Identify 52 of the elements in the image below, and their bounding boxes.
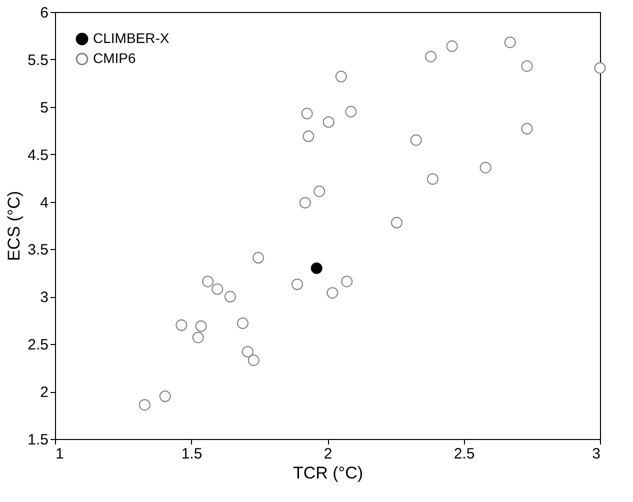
point [310, 262, 322, 274]
point [345, 106, 357, 118]
x-tick-label: 2 [324, 446, 332, 462]
x-tick-label: 1 [56, 446, 64, 462]
point [594, 62, 606, 74]
point [299, 196, 311, 208]
point [322, 116, 334, 128]
x-tick-label: 1.5 [181, 446, 202, 462]
point [314, 186, 326, 198]
y-tick-label: 5.5 [28, 52, 48, 69]
point [335, 70, 347, 82]
x-tick-label: 2.5 [454, 446, 475, 462]
point [425, 50, 437, 62]
point [521, 60, 533, 72]
point [326, 287, 338, 299]
point [242, 346, 254, 358]
y-tick-label: 1.5 [28, 432, 48, 448]
point [521, 122, 533, 134]
point [302, 130, 314, 142]
y-tick-label: 2 [40, 384, 48, 402]
point [480, 162, 492, 174]
y-tick-label: 2.5 [28, 336, 48, 354]
point [301, 108, 313, 120]
point [138, 399, 150, 411]
point [176, 319, 188, 331]
point [192, 332, 204, 344]
y-tick-label: 5 [40, 99, 48, 116]
point [410, 134, 422, 146]
point [224, 290, 236, 302]
point [248, 354, 260, 366]
y-tick-label: 4 [40, 194, 48, 212]
point [292, 278, 303, 290]
point [195, 320, 207, 332]
y-tick-label: 4.5 [28, 146, 48, 164]
x-axis-title: TCR (°C) [292, 464, 364, 482]
point [237, 318, 248, 329]
point [159, 390, 171, 402]
point [504, 36, 516, 48]
point [252, 252, 264, 264]
y-axis-title: ECS (°C) [4, 190, 24, 262]
point [341, 276, 353, 288]
point [426, 173, 438, 185]
point [202, 276, 214, 288]
y-tick-label: 6 [40, 4, 48, 22]
point [446, 40, 458, 52]
x-tick-label: 3 [592, 446, 600, 462]
point [390, 216, 402, 228]
point [212, 283, 224, 295]
legend-label: CMIP6 [93, 50, 136, 66]
legend-label: CLIMBER-X [93, 30, 170, 46]
y-tick-label: 3 [40, 289, 48, 306]
y-tick-label: 3.5 [28, 242, 48, 259]
